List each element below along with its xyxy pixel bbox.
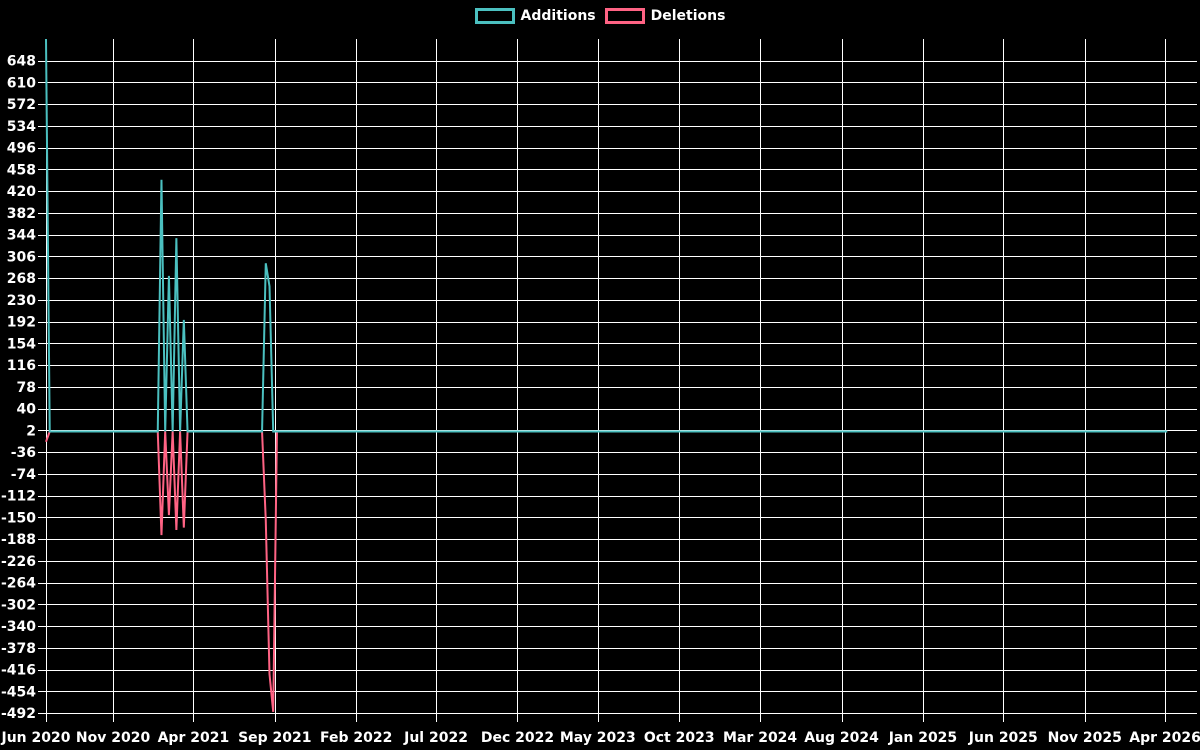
y-tick-label: 192 <box>7 315 36 331</box>
x-tick-label: Nov 2020 <box>76 730 151 746</box>
x-tick-label: Apr 2021 <box>158 730 230 746</box>
additions-line[interactable] <box>45 38 1168 433</box>
legend-item-deletions[interactable]: Deletions <box>604 8 726 24</box>
y-tick-label: 496 <box>7 141 36 157</box>
y-tick-label: -74 <box>11 467 37 483</box>
y-tick-label: 458 <box>7 162 36 178</box>
x-tick-label: Jan 2025 <box>888 730 957 746</box>
y-tick-label: 420 <box>7 184 36 200</box>
legend-label-additions: Additions <box>520 8 596 24</box>
y-tick-label: -302 <box>1 597 36 613</box>
y-tick-label: 40 <box>17 402 37 418</box>
x-tick-label: Jul 2022 <box>403 730 468 746</box>
y-tick-label: 572 <box>7 97 36 113</box>
x-tick-label: Feb 2022 <box>320 730 392 746</box>
y-tick-label: 78 <box>17 380 36 396</box>
y-tick-label: -226 <box>1 554 36 570</box>
y-tick-label: -150 <box>1 510 36 526</box>
y-tick-label: -492 <box>1 706 36 722</box>
y-tick-label: 648 <box>7 54 36 70</box>
legend-swatch-deletions-icon <box>604 8 645 24</box>
x-tick-label: Dec 2022 <box>481 730 554 746</box>
legend-label-deletions: Deletions <box>650 8 726 24</box>
y-tick-label: 344 <box>7 228 36 244</box>
y-tick-label: -378 <box>1 641 36 657</box>
x-tick-label: Mar 2024 <box>723 730 797 746</box>
y-tick-label: -340 <box>1 619 36 635</box>
y-tick-label: -454 <box>1 684 36 700</box>
grid-lines <box>38 39 1197 722</box>
legend-swatch-additions-icon <box>474 8 515 24</box>
y-tick-label: 116 <box>7 358 36 374</box>
y-tick-label: 306 <box>7 249 36 265</box>
y-tick-label: -264 <box>1 576 36 592</box>
x-tick-label: Jun 2025 <box>968 730 1038 746</box>
deletions-line[interactable] <box>45 430 1168 712</box>
x-tick-label: Nov 2025 <box>1048 730 1122 746</box>
x-tick-label: Sep 2021 <box>238 730 311 746</box>
y-tick-label: -36 <box>11 445 36 461</box>
x-tick-label: May 2023 <box>560 730 636 746</box>
x-tick-label: Jun 2020 <box>1 730 71 746</box>
x-tick-label: Aug 2024 <box>804 730 879 746</box>
chart-legend: Additions Deletions <box>0 8 1200 24</box>
y-tick-label: 610 <box>7 75 36 91</box>
y-tick-label: -416 <box>1 663 36 679</box>
y-tick-label: 268 <box>7 271 36 287</box>
legend-item-additions[interactable]: Additions <box>474 8 596 24</box>
y-tick-label: -112 <box>1 489 36 505</box>
x-tick-label: Oct 2023 <box>644 730 715 746</box>
y-tick-label: -188 <box>1 532 36 548</box>
y-tick-label: 382 <box>7 206 36 222</box>
y-tick-label: 230 <box>7 293 36 309</box>
y-tick-label: 2 <box>26 423 36 439</box>
axis-tick-labels: 648 610 572 534 496 458 420 382 344 306 268 230 192 1… <box>1 54 1200 746</box>
y-tick-label: 534 <box>7 119 36 135</box>
y-tick-label: 154 <box>7 336 36 352</box>
x-tick-label: Apr 2026 <box>1129 730 1200 746</box>
